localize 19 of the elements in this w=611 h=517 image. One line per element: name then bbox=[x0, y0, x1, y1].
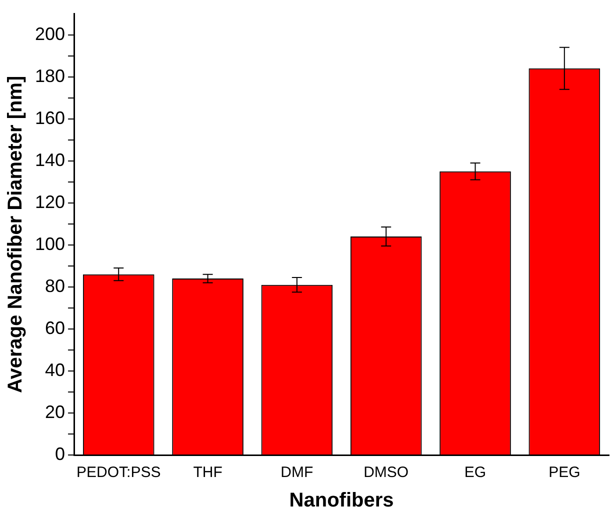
x-tick-label: EG bbox=[464, 464, 486, 482]
y-tick-label: 140 bbox=[34, 150, 66, 170]
x-tick-label: DMSO bbox=[364, 464, 409, 482]
x-tick-label: PEDOT:PSS bbox=[76, 464, 161, 482]
x-tick-label: PEG bbox=[548, 464, 580, 482]
y-tick-label: 180 bbox=[34, 66, 66, 86]
y-tick-label: 120 bbox=[34, 192, 66, 212]
y-tick-label: 80 bbox=[45, 276, 66, 296]
x-axis-title: Nanofibers bbox=[289, 490, 394, 512]
x-tick-label: THF bbox=[193, 464, 222, 482]
x-tick-label: DMF bbox=[280, 464, 314, 482]
y-tick-label: 100 bbox=[34, 234, 66, 254]
y-tick-label: 60 bbox=[45, 318, 66, 338]
y-tick-label: 0 bbox=[55, 444, 66, 464]
y-tick-label: 40 bbox=[45, 360, 66, 380]
y-tick-label: 160 bbox=[34, 108, 66, 128]
y-tick-label: 200 bbox=[34, 24, 66, 44]
y-axis-title: Average Nanofiber Diameter [nm] bbox=[4, 76, 27, 393]
y-tick-label: 20 bbox=[45, 402, 66, 422]
